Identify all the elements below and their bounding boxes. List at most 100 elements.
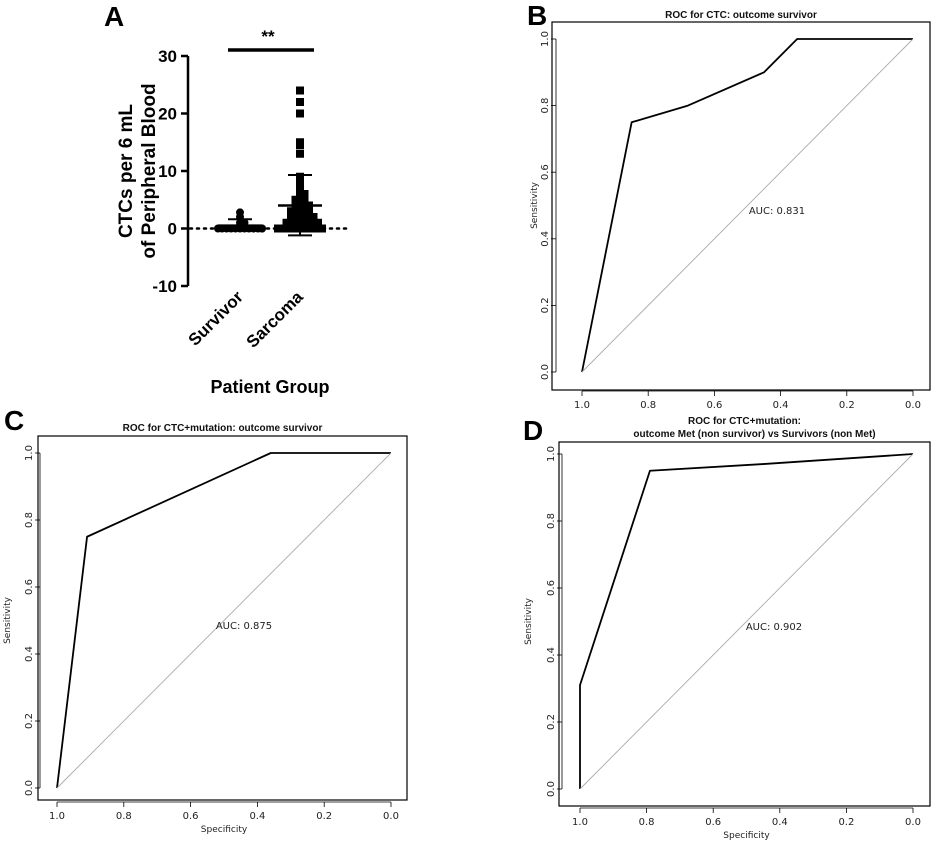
y-tick-label: 10 [158,162,177,181]
sarcoma-point [296,109,304,118]
y-tick-label: 0.8 [546,513,557,529]
sarcoma-point [287,207,295,216]
x-tick-label: 0.2 [839,400,855,411]
roc-curve-line [56,452,391,789]
sarcoma-point [309,218,318,227]
y-tick-label: -10 [152,277,177,296]
panel-d-roc: D ROC for CTC+mutation: outcome Met (non s… [523,415,931,841]
survivor-point [236,208,244,217]
x-tick-label: 0.0 [905,817,921,828]
x-tick-label: 0.8 [640,400,656,411]
y-tick-label: 0.2 [546,714,557,730]
sarcoma-point [291,195,300,204]
x-tick-label: 0.4 [772,817,788,828]
sarcoma-point [309,224,318,233]
x-tick-label: 0.6 [183,811,199,822]
y-tick-label: 30 [158,47,177,66]
sarcoma-point [300,218,309,227]
panel-c-roc: C ROC for CTC+mutation: outcome survivor 1… [3,405,408,835]
y-tick-label: 1.0 [546,446,557,462]
x-tick-label: 0.8 [639,817,655,828]
sarcoma-point [291,207,300,216]
y-tick-label: 0.6 [24,579,35,595]
y-axis-label: Sensitivity [524,597,534,645]
sarcoma-point [300,190,309,198]
chance-diagonal-line [56,452,392,789]
sarcoma-point [296,86,304,95]
roc-title: ROC for CTC: outcome survivor [665,10,817,21]
sarcoma-point [318,224,326,233]
panel-d-letter: D [523,415,543,446]
sarcoma-point [282,224,291,233]
sarcoma-point [305,207,313,216]
x-tick-label: 0.4 [249,811,265,822]
plot-frame [37,435,408,801]
sarcoma-point [287,213,295,221]
sarcoma-point [296,149,304,158]
y-tick-label: 0 [168,220,177,239]
panel-c-letter: C [4,405,24,436]
x-tick-label: 0.2 [838,817,854,828]
auc-label: AUC: 0.831 [749,206,805,217]
y-axis-label: Sensitivity [3,596,13,644]
x-tick-label: 0.6 [705,817,721,828]
x-tick-label: 0.0 [905,400,921,411]
sarcoma-point [305,224,313,233]
chance-diagonal-line [581,38,914,373]
roc-curve-line [581,38,913,373]
sarcoma-point [287,224,295,233]
x-tick-label: 0.4 [773,400,789,411]
y-tick-label: 0.8 [540,98,551,114]
y-tick-label: 0.2 [24,713,35,729]
sarcoma-point [291,213,300,221]
significance-label: ** [261,27,275,46]
y-tick-label: 20 [158,105,177,124]
sarcoma-point [300,207,309,216]
y-tick-label: 0.0 [546,781,557,797]
y-axis-label: Sensitivity [530,181,540,229]
y-tick-label: 0.4 [24,646,35,662]
auc-label: AUC: 0.902 [746,622,802,633]
panel-b-letter: B [527,0,547,31]
sarcoma-point [291,218,300,227]
sarcoma-point [300,195,309,204]
sarcoma-point [287,218,295,227]
y-tick-label: 1.0 [540,31,551,47]
sarcoma-point [282,218,291,227]
sarcoma-point [291,224,300,233]
y-tick-label: 0.4 [546,647,557,663]
x-tick-label: 1.0 [574,400,590,411]
y-tick-label: 0.6 [546,580,557,596]
panel-b-roc: B ROC for CTC: outcome survivor 1.0 0.8 0.6 0… [527,0,931,411]
x-category-label: Sarcoma [243,287,308,352]
x-category-label: Survivor [185,287,247,349]
y-tick-label: 1.0 [24,445,35,461]
sarcoma-point [314,218,322,227]
panel-a-letter: A [104,1,124,32]
x-tick-label: 0.2 [316,811,332,822]
roc-title: ROC for CTC+mutation: [688,416,801,427]
y-tick-label: 0.6 [540,164,551,180]
sarcoma-point [309,213,318,221]
auc-label: AUC: 0.875 [216,621,272,632]
y-tick-label: 0.0 [24,780,35,796]
panel-a-scatter: A -10 0 10 20 30 CTCs per 6 mL of Peripheral Bl… [104,1,350,397]
y-tick-label: 0.0 [540,364,551,380]
sarcoma-point [300,224,309,233]
y-tick-label: 0.2 [540,297,551,313]
plot-frame [551,21,931,391]
sarcoma-point [305,218,313,227]
sarcoma-point [296,98,304,106]
plot-frame [558,441,931,807]
x-tick-label: 0.6 [706,400,722,411]
y-axis-label-line1: CTCs per 6 mL [116,104,137,238]
y-tick-label: 0.4 [540,231,551,247]
x-axis-label: Specificity [201,825,248,835]
sarcoma-point [296,138,304,147]
x-tick-label: 1.0 [572,817,588,828]
sarcoma-point [300,213,309,221]
x-tick-label: 0.0 [383,811,399,822]
sarcoma-point [274,224,282,233]
sarcoma-point [305,213,313,221]
x-tick-label: 1.0 [49,811,65,822]
